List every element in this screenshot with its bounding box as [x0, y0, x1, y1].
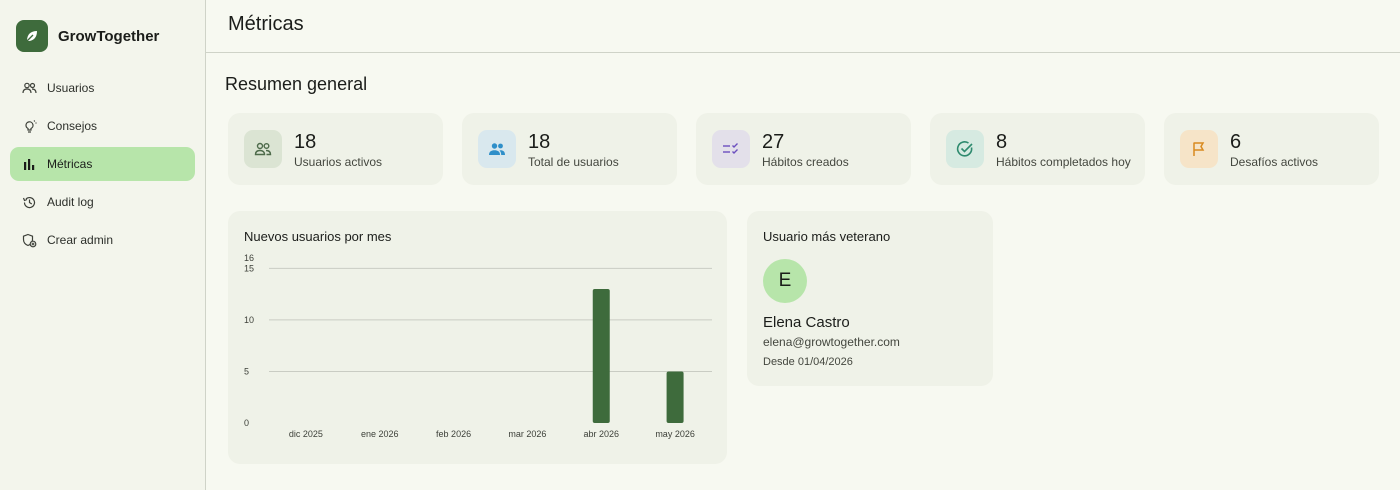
- chart-bar[interactable]: [666, 371, 684, 423]
- y-tick-label: 15: [244, 263, 254, 273]
- stat-label: Total de usuarios: [528, 155, 619, 169]
- sidebar: GrowTogether Usuarios Consejos: [0, 0, 206, 490]
- checklist-icon: [712, 130, 750, 168]
- top-bar: Métricas: [206, 0, 1400, 53]
- check-circle-icon: [946, 130, 984, 168]
- veteran-name: Elena Castro: [763, 314, 850, 331]
- sidebar-nav: Usuarios Consejos Métricas: [10, 71, 195, 261]
- chart-bar[interactable]: [592, 288, 610, 423]
- veteran-user-panel: Usuario más veterano E Elena Castro elen…: [747, 211, 993, 386]
- lightbulb-icon: [21, 118, 37, 134]
- users-outline-icon: [244, 130, 282, 168]
- x-tick-label: may 2026: [655, 429, 695, 439]
- stat-label: Hábitos creados: [762, 155, 849, 169]
- x-tick-label: mar 2026: [508, 429, 546, 439]
- stat-card-habits-completed: 8 Hábitos completados hoy: [930, 113, 1145, 185]
- stat-value: 18: [294, 131, 317, 153]
- x-tick-label: dic 2025: [289, 429, 323, 439]
- y-tick-label: 5: [244, 366, 249, 376]
- flag-icon: [1180, 130, 1218, 168]
- veteran-email: elena@growtogether.com: [763, 335, 900, 349]
- stat-label: Usuarios activos: [294, 155, 383, 169]
- stat-card-total-users: 18 Total de usuarios: [462, 113, 677, 185]
- sidebar-item-label: Consejos: [47, 119, 98, 133]
- group-icon: [478, 130, 516, 168]
- avatar: E: [763, 259, 807, 303]
- stat-value: 27: [762, 131, 785, 153]
- brand[interactable]: GrowTogether: [16, 20, 159, 52]
- chart-title: Nuevos usuarios por mes: [244, 229, 392, 244]
- x-tick-label: ene 2026: [361, 429, 399, 439]
- sidebar-item-metricas[interactable]: Métricas: [10, 147, 195, 181]
- stat-label: Hábitos completados hoy: [996, 155, 1131, 169]
- stat-label: Desafíos activos: [1230, 155, 1319, 169]
- sidebar-item-label: Audit log: [47, 195, 94, 209]
- chart-panel: Nuevos usuarios por mes 0 5 10 15 16 dic 2025…: [228, 211, 727, 464]
- stat-card-habits-created: 27 Hábitos creados: [696, 113, 911, 185]
- add-admin-icon: [21, 232, 37, 248]
- page-title: Métricas: [228, 13, 304, 35]
- stat-value: 18: [528, 131, 551, 153]
- stat-value: 8: [996, 131, 1008, 153]
- sidebar-item-label: Usuarios: [47, 81, 95, 95]
- sidebar-item-label: Crear admin: [47, 233, 114, 247]
- sidebar-item-audit-log[interactable]: Audit log: [10, 185, 195, 219]
- sidebar-item-consejos[interactable]: Consejos: [10, 109, 195, 143]
- stat-card-active-challenges: 6 Desafíos activos: [1164, 113, 1379, 185]
- users-icon: [21, 80, 37, 96]
- app-name: GrowTogether: [58, 27, 160, 45]
- x-tick-label: feb 2026: [436, 429, 471, 439]
- bar-chart-icon: [21, 156, 37, 172]
- stat-value: 6: [1230, 131, 1242, 153]
- y-tick-label: 16: [244, 253, 254, 263]
- y-tick-label: 0: [244, 418, 249, 428]
- section-title: Resumen general: [225, 74, 368, 94]
- leaf-logo-icon: [16, 20, 48, 52]
- history-icon: [21, 194, 37, 210]
- stat-card-active-users: 18 Usuarios activos: [228, 113, 443, 185]
- veteran-since: Desde 01/04/2026: [763, 356, 853, 368]
- sidebar-item-crear-admin[interactable]: Crear admin: [10, 223, 195, 257]
- x-tick-label: abr 2026: [583, 429, 619, 439]
- sidebar-item-label: Métricas: [47, 157, 93, 171]
- sidebar-item-usuarios[interactable]: Usuarios: [10, 71, 195, 105]
- veteran-title: Usuario más veterano: [763, 229, 891, 244]
- y-tick-label: 10: [244, 315, 254, 325]
